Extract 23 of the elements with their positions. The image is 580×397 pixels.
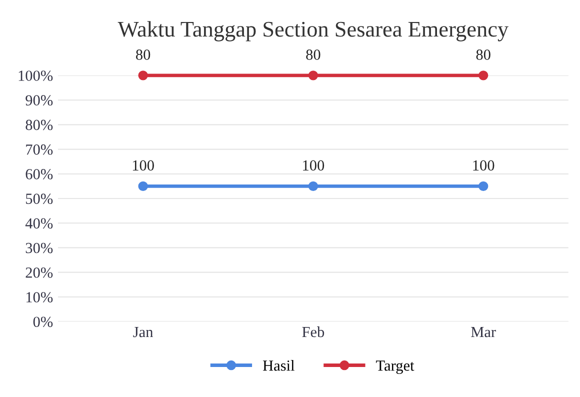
y-tick-label: 40% xyxy=(25,218,53,229)
y-tick-label: 60% xyxy=(26,169,53,180)
y-tick-label: 30% xyxy=(26,242,53,254)
annotation: 100 xyxy=(132,160,154,171)
legend-label: Hasil xyxy=(262,360,294,371)
legend-label: Target xyxy=(376,360,414,374)
y-tick-label: 50% xyxy=(26,194,53,204)
y-tick-label: 10% xyxy=(26,292,53,302)
y-tick-label: 70% xyxy=(26,144,53,155)
y-tick-label: 0% xyxy=(33,316,53,328)
annotation: 100 xyxy=(303,160,324,171)
x-tick-label: Mar xyxy=(471,327,496,338)
x-tick-label: Feb xyxy=(302,326,324,338)
annotation: 100 xyxy=(473,160,494,171)
x-tick-label: Jan xyxy=(133,327,154,338)
chart-title: Waktu Tanggap Section Sesarea Emergency xyxy=(118,21,509,42)
y-tick-label: 80% xyxy=(26,120,53,130)
y-tick-label: 100% xyxy=(18,70,53,81)
y-tick-label: 90% xyxy=(26,95,53,106)
y-tick-label: 20% xyxy=(26,267,53,278)
annotation: 80 xyxy=(136,50,150,60)
annotation: 80 xyxy=(306,50,320,60)
annotation: 80 xyxy=(476,50,490,60)
